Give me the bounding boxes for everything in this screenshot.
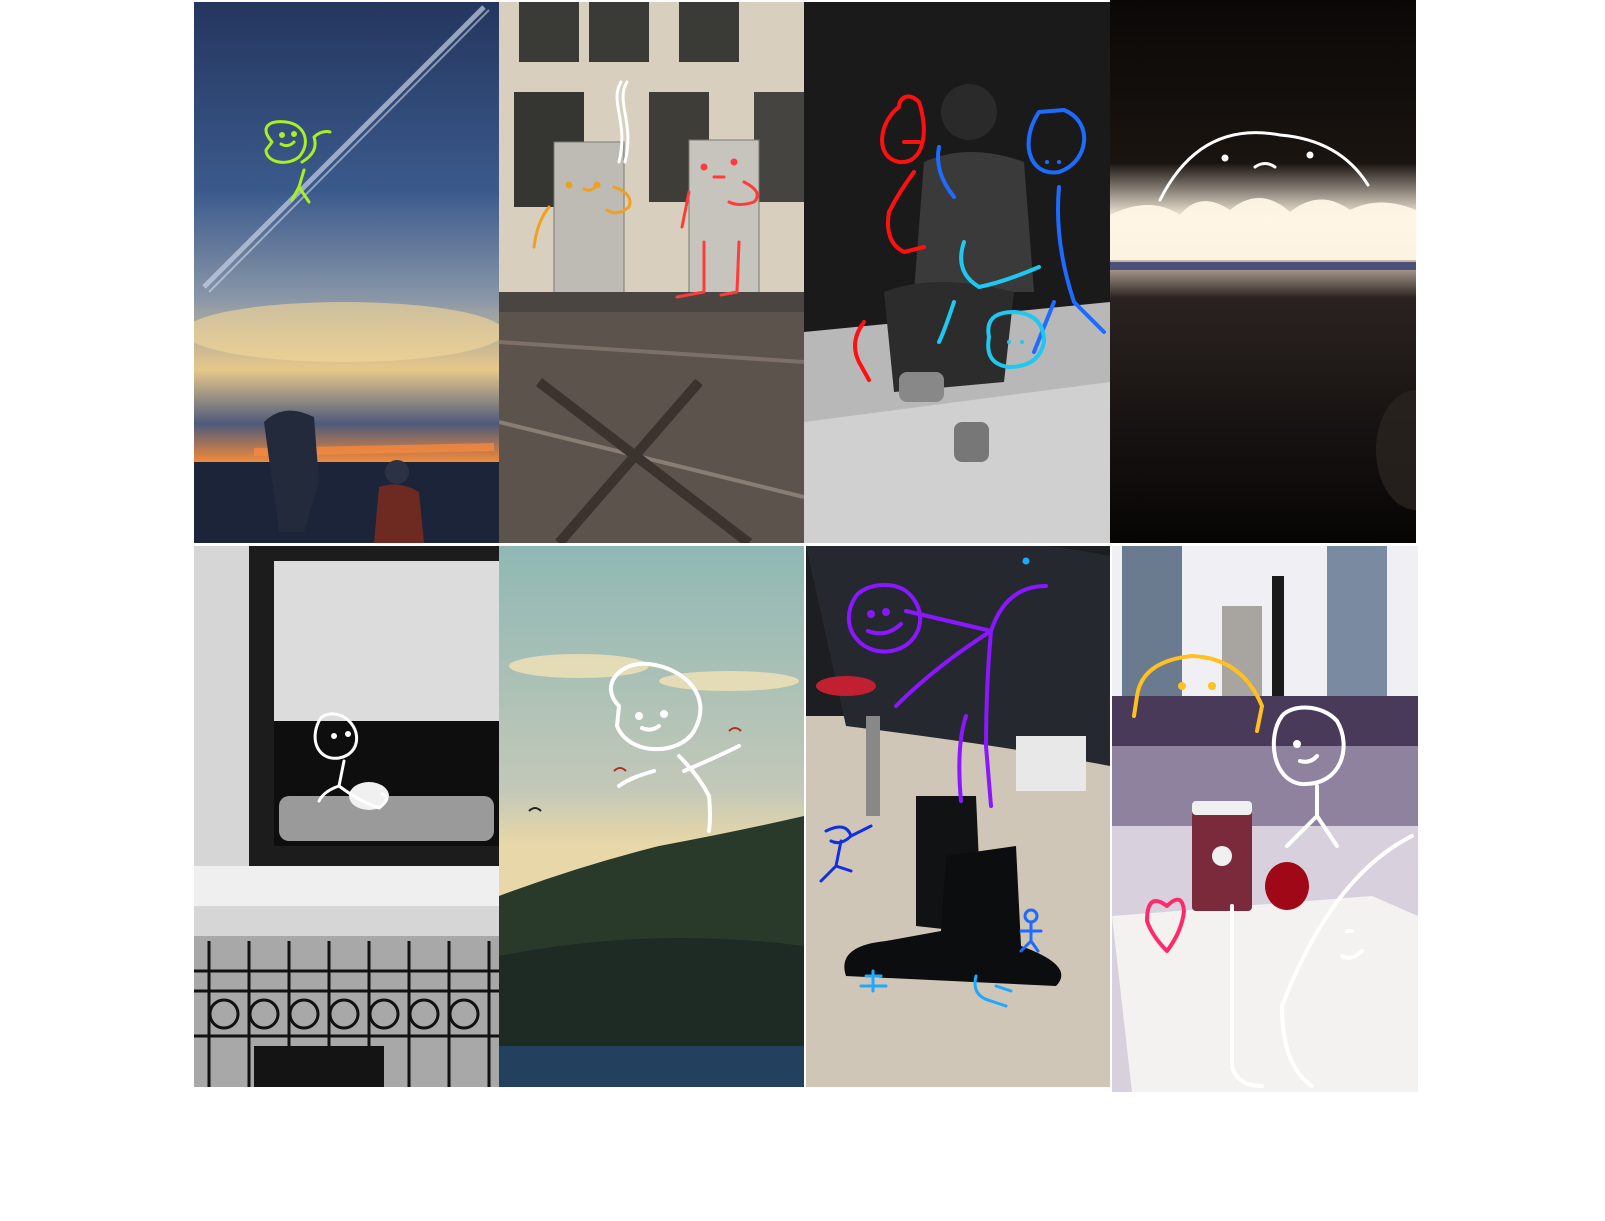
- rooftop-boxes-image: [499, 2, 804, 543]
- photo-hills-paragliders[interactable]: [499, 546, 804, 1087]
- photo-fire[interactable]: [1110, 0, 1416, 543]
- photo-rooftop-boxes[interactable]: [499, 2, 804, 543]
- white-stick-figure: [313, 712, 388, 810]
- white-stick-figure: [608, 661, 741, 833]
- dog-window-image: [194, 546, 499, 1087]
- colored-stick-figures: [853, 94, 1106, 382]
- stick-figures-and-heart: [1132, 654, 1414, 1088]
- blue-tiny-figures: [819, 557, 1043, 1008]
- purple-stick-figure: [846, 583, 1048, 808]
- hills-paragliders-image: [499, 546, 804, 1087]
- photo-dog-window[interactable]: [194, 546, 499, 1087]
- box-face-doodles: [532, 80, 759, 299]
- photo-boots[interactable]: [806, 546, 1110, 1087]
- boots-image: [806, 546, 1110, 1087]
- seated-man-image: [804, 2, 1110, 543]
- green-stick-figure: [264, 120, 332, 204]
- photo-coffee-window[interactable]: [1112, 546, 1418, 1092]
- white-face-arc: [1158, 131, 1370, 202]
- fire-image: [1110, 0, 1416, 543]
- photo-sunset-sky[interactable]: [194, 2, 499, 543]
- photo-seated-man[interactable]: [804, 2, 1110, 543]
- sunset-sky-image: [194, 2, 499, 543]
- coffee-window-image: [1112, 546, 1418, 1092]
- iron-fence: [194, 941, 499, 1087]
